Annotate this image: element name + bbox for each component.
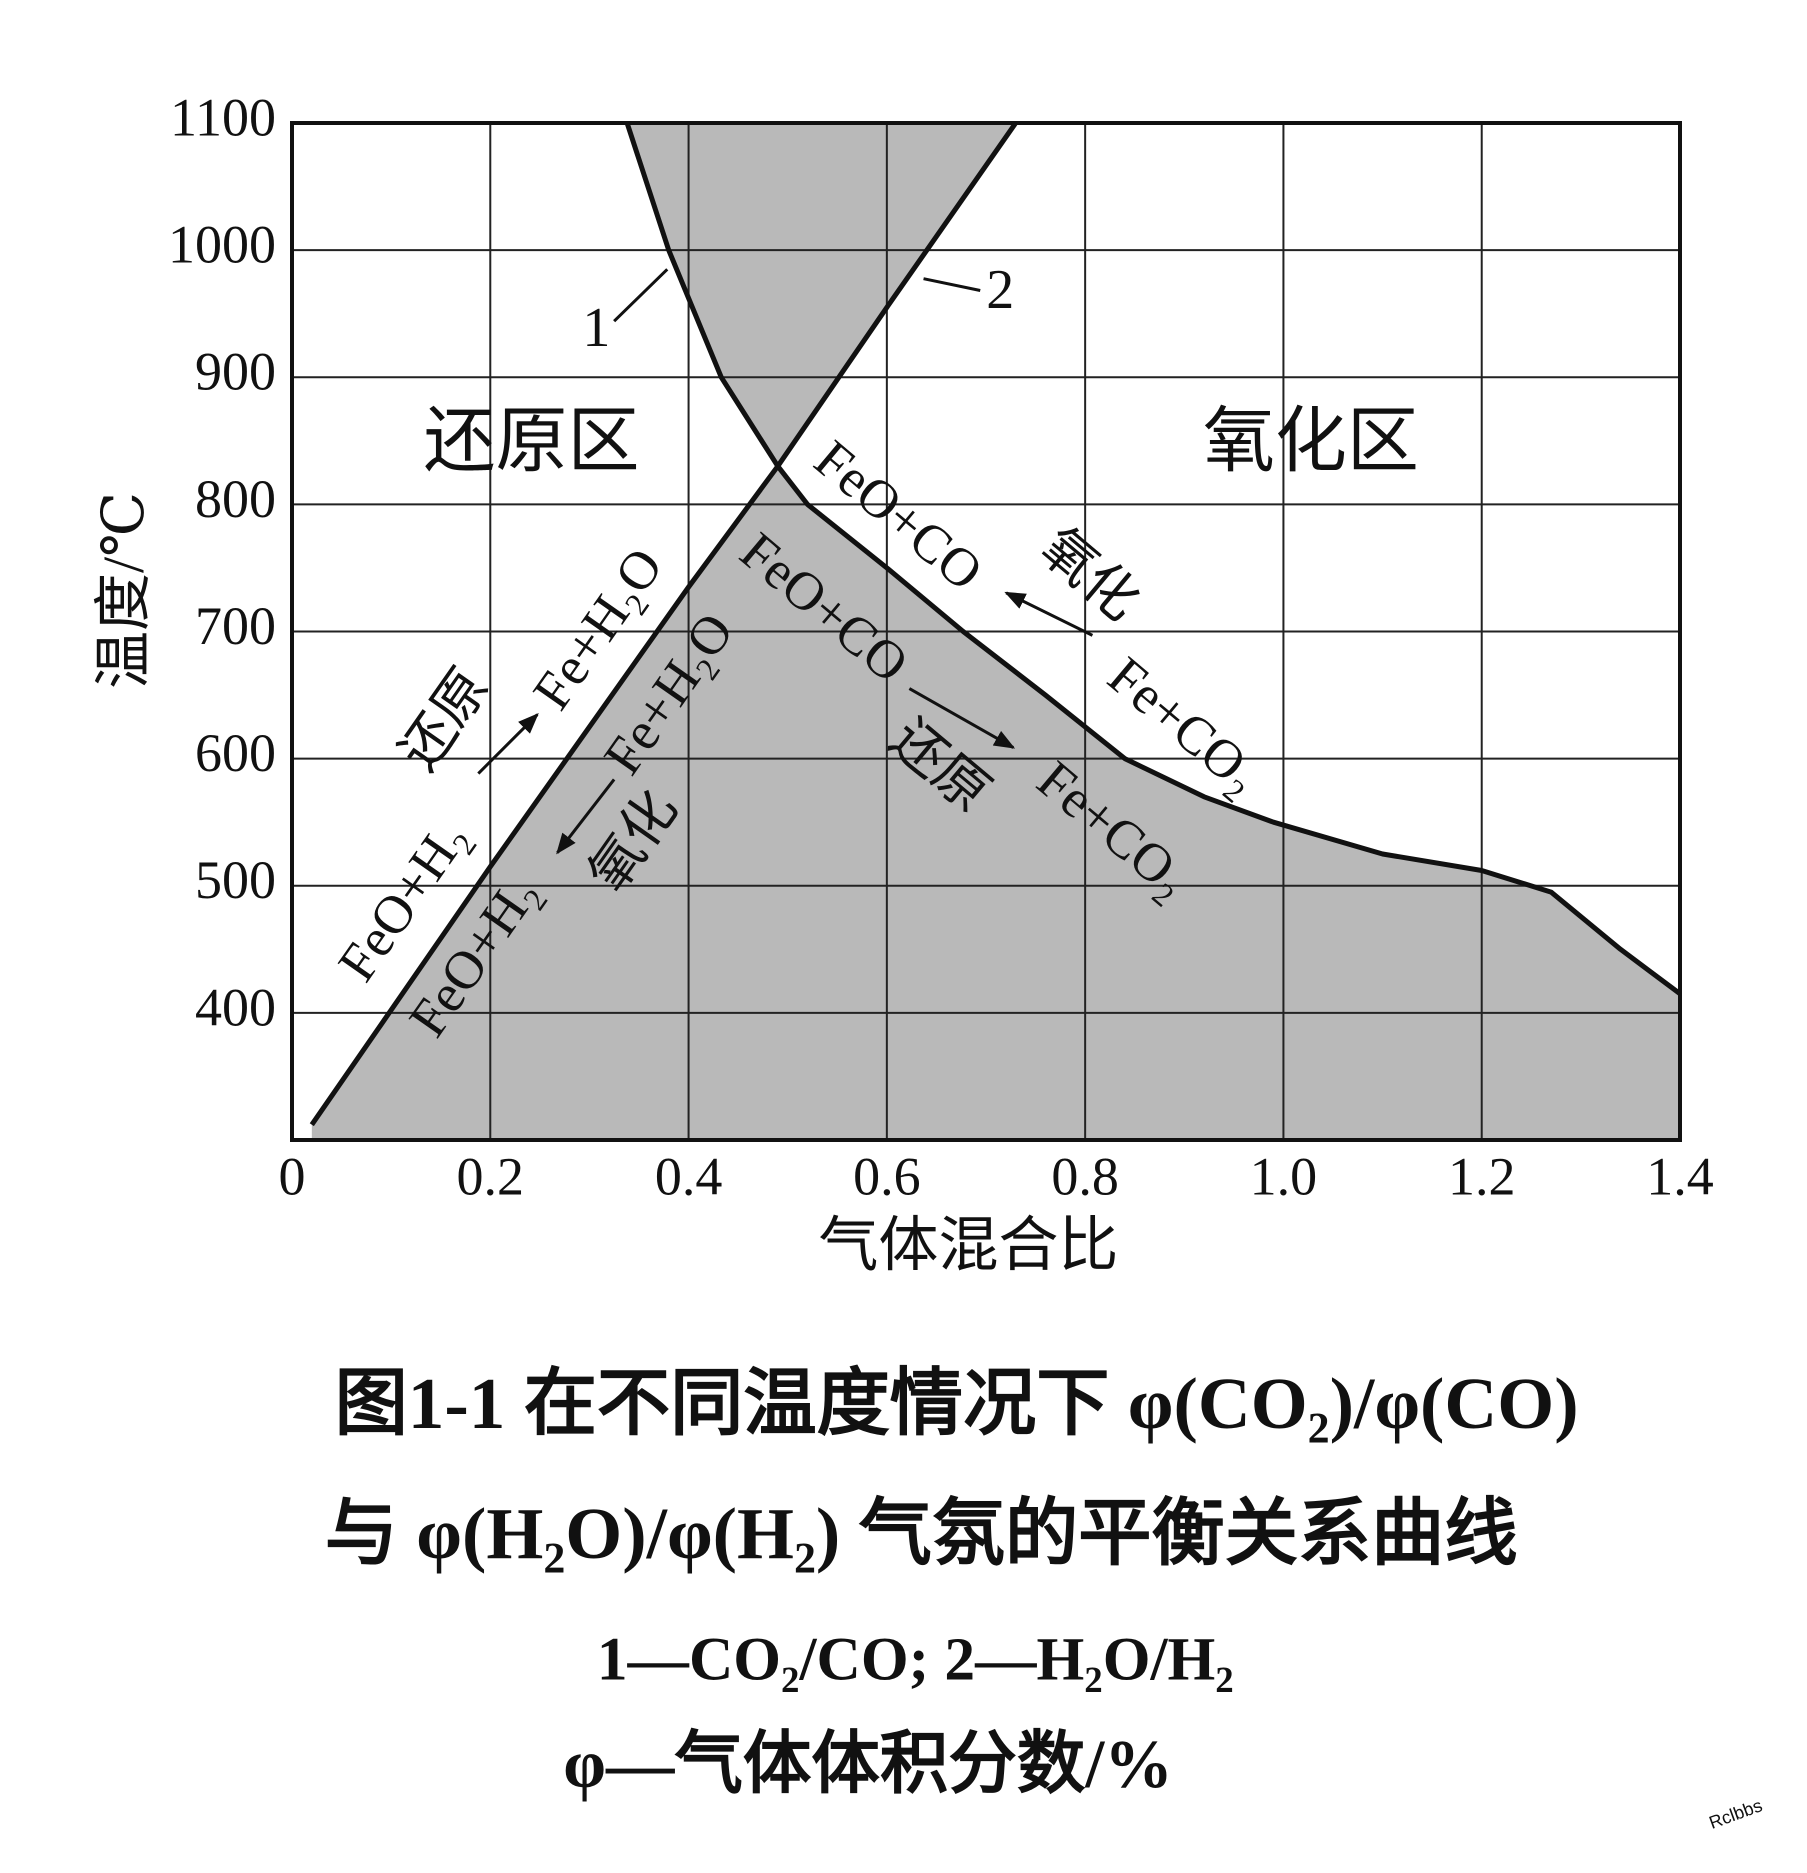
curve-label: 2 xyxy=(986,259,1014,321)
region-label: 氧化区 xyxy=(1203,401,1419,481)
y-tick-label: 800 xyxy=(195,469,276,529)
x-tick-label: 1.4 xyxy=(1646,1146,1714,1206)
y-tick-label: 400 xyxy=(195,977,276,1037)
x-axis-label: 气体混合比 xyxy=(818,1213,1118,1279)
curve xyxy=(624,122,1682,996)
x-tick-label: 0.6 xyxy=(853,1146,921,1206)
reaction-arrow xyxy=(477,713,539,775)
x-tick-label: 1.0 xyxy=(1250,1146,1318,1206)
x-tick-label: 1.2 xyxy=(1448,1146,1516,1206)
y-tick-label: 700 xyxy=(195,596,276,656)
y-axis-label: 温度/℃ xyxy=(91,492,156,689)
y-tick-label: 1100 xyxy=(170,87,276,147)
reaction-arrow xyxy=(908,687,1016,749)
region-label: 还原区 xyxy=(423,401,639,481)
x-tick-label: 0.2 xyxy=(457,1146,525,1206)
y-tick-label: 600 xyxy=(195,723,276,783)
leader-line xyxy=(613,268,669,323)
y-tick-label: 1000 xyxy=(168,215,276,275)
x-tick-label: 0.8 xyxy=(1051,1146,1119,1206)
reaction-arrow xyxy=(1004,591,1094,637)
watermark: Rclbbs xyxy=(1706,1795,1765,1833)
caption-line: 与 φ(H₂O)/φ(H₂) 气氛的平衡关系曲线 xyxy=(325,1493,1518,1574)
caption-line: 1—CO₂/CO; 2—H₂O/H₂ xyxy=(597,1625,1234,1693)
annotation: 还原 xyxy=(389,658,500,781)
curve-label: 1 xyxy=(582,297,610,359)
x-tick-label: 0.4 xyxy=(655,1146,723,1206)
caption-line: φ—气体体积分数/% xyxy=(563,1726,1173,1802)
x-tick-label: 0 xyxy=(279,1146,306,1206)
y-tick-label: 500 xyxy=(195,850,276,910)
curve xyxy=(309,121,1018,1127)
reaction-arrow xyxy=(556,778,616,855)
plot-frame xyxy=(290,121,1682,1142)
leader-line xyxy=(923,277,981,292)
caption-line: 图1-1 在不同温度情况下 φ(CO₂)/φ(CO) xyxy=(335,1363,1579,1444)
y-tick-label: 900 xyxy=(195,342,276,402)
